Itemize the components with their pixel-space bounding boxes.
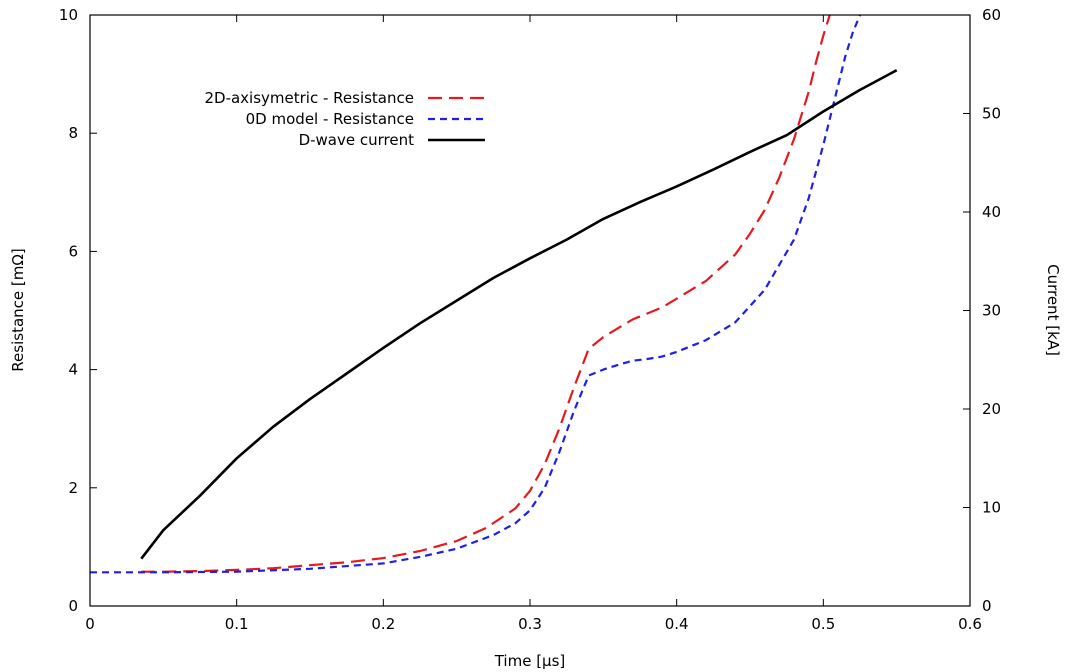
y2-tick-label: 60 — [982, 6, 1001, 24]
x-tick-label: 0.2 — [371, 615, 395, 633]
x-tick-label: 0 — [85, 615, 95, 633]
y-tick-label: 2 — [68, 479, 78, 497]
y-tick-label: 10 — [59, 6, 78, 24]
x-tick-label: 0.5 — [811, 615, 835, 633]
series-line-1 — [90, 15, 862, 574]
legend-label-1: 0D model - Resistance — [246, 110, 414, 128]
y-tick-label: 8 — [68, 124, 78, 142]
y2-tick-label: 40 — [982, 203, 1001, 221]
legend-label-2: D-wave current — [299, 131, 415, 149]
y2-tick-label: 20 — [982, 400, 1001, 418]
y2-tick-label: 0 — [982, 597, 992, 615]
x-tick-label: 0.1 — [225, 615, 249, 633]
x-tick-label: 0.3 — [518, 615, 542, 633]
y-tick-label: 6 — [68, 242, 78, 260]
y2-tick-label: 30 — [982, 302, 1001, 320]
y-tick-label: 0 — [68, 597, 78, 615]
series-line-2 — [140, 69, 898, 560]
y2-tick-label: 50 — [982, 105, 1001, 123]
y2-tick-label: 10 — [982, 499, 1001, 517]
legend: 2D-axisymetric - Resistance 0D model - Re… — [204, 89, 485, 149]
x-axis-label: Time [μs] — [494, 652, 566, 670]
series-layer — [90, 15, 898, 574]
x-tick-label: 0.4 — [665, 615, 689, 633]
legend-label-0: 2D-axisymetric - Resistance — [204, 89, 414, 107]
y2-axis-label: Current [kA] — [1044, 264, 1062, 356]
y-axis-label: Resistance [mΩ] — [9, 248, 27, 371]
series-line-0 — [141, 15, 831, 573]
x-tick-label: 0.6 — [958, 615, 982, 633]
y-tick-label: 4 — [68, 361, 78, 379]
